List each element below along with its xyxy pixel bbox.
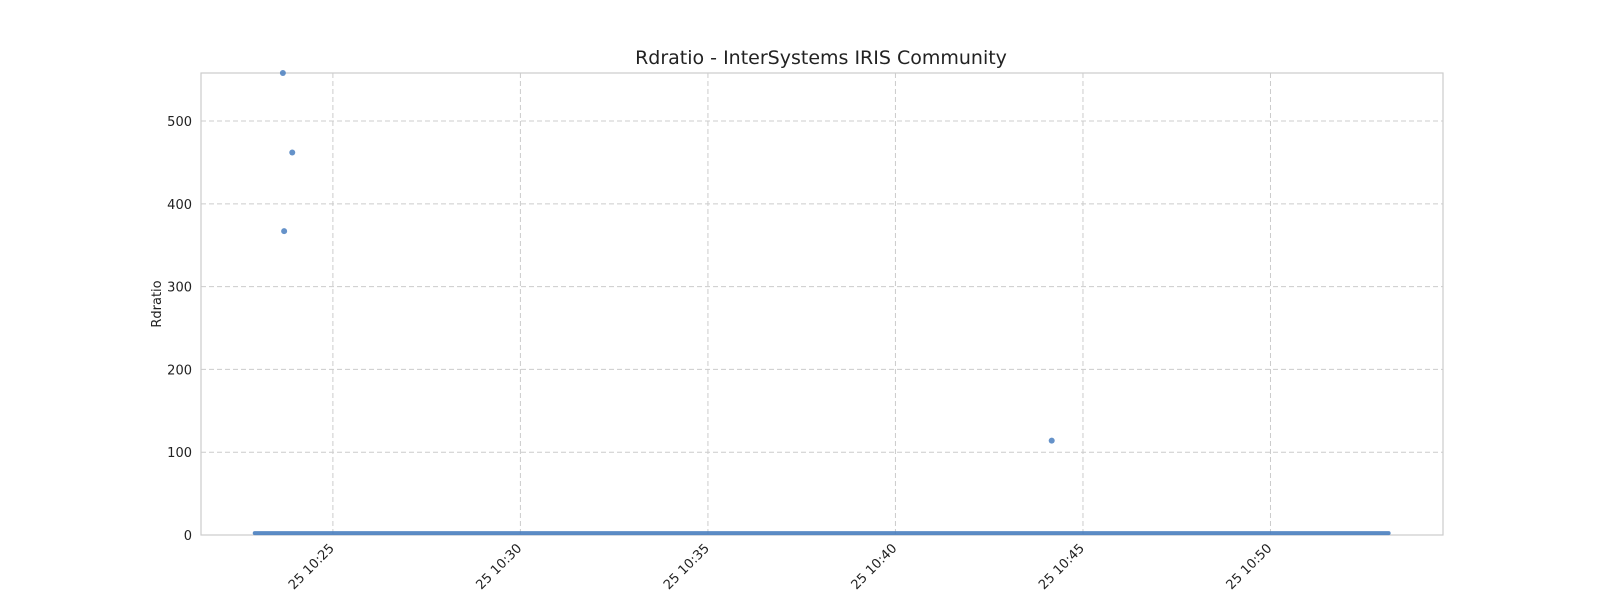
- x-axis: 25 10:25 25 10:30 25 10:35 25 10:40 25 10:45…: [286, 541, 1275, 593]
- data-point: [279, 70, 286, 76]
- x-tick-label: 25 10:45: [1036, 541, 1088, 593]
- y-axis-label: Rdratio: [150, 280, 165, 327]
- chart-title: Rdratio - InterSystems IRIS Community: [635, 47, 1007, 69]
- plot-area: [200, 72, 1444, 536]
- grid: [201, 73, 1443, 535]
- data-point: [281, 228, 288, 235]
- x-tick-label: 25 10:35: [661, 541, 713, 593]
- series-rdratio: [252, 70, 1391, 536]
- y-axis: 0 100 200 300 400 500: [167, 115, 192, 544]
- x-tick-label: 25 10:50: [1224, 541, 1276, 593]
- y-tick-label: 100: [167, 446, 192, 461]
- x-tick-label: 25 10:25: [286, 541, 338, 593]
- y-tick-label: 200: [167, 363, 192, 378]
- data-point: [1048, 437, 1055, 444]
- y-tick-label: 400: [167, 198, 192, 213]
- y-tick-label: 300: [167, 281, 192, 296]
- y-tick-label: 0: [184, 529, 192, 544]
- data-point: [289, 149, 296, 156]
- y-tick-label: 500: [167, 115, 192, 130]
- x-tick-label: 25 10:40: [849, 541, 901, 593]
- x-tick-label: 25 10:30: [474, 541, 526, 593]
